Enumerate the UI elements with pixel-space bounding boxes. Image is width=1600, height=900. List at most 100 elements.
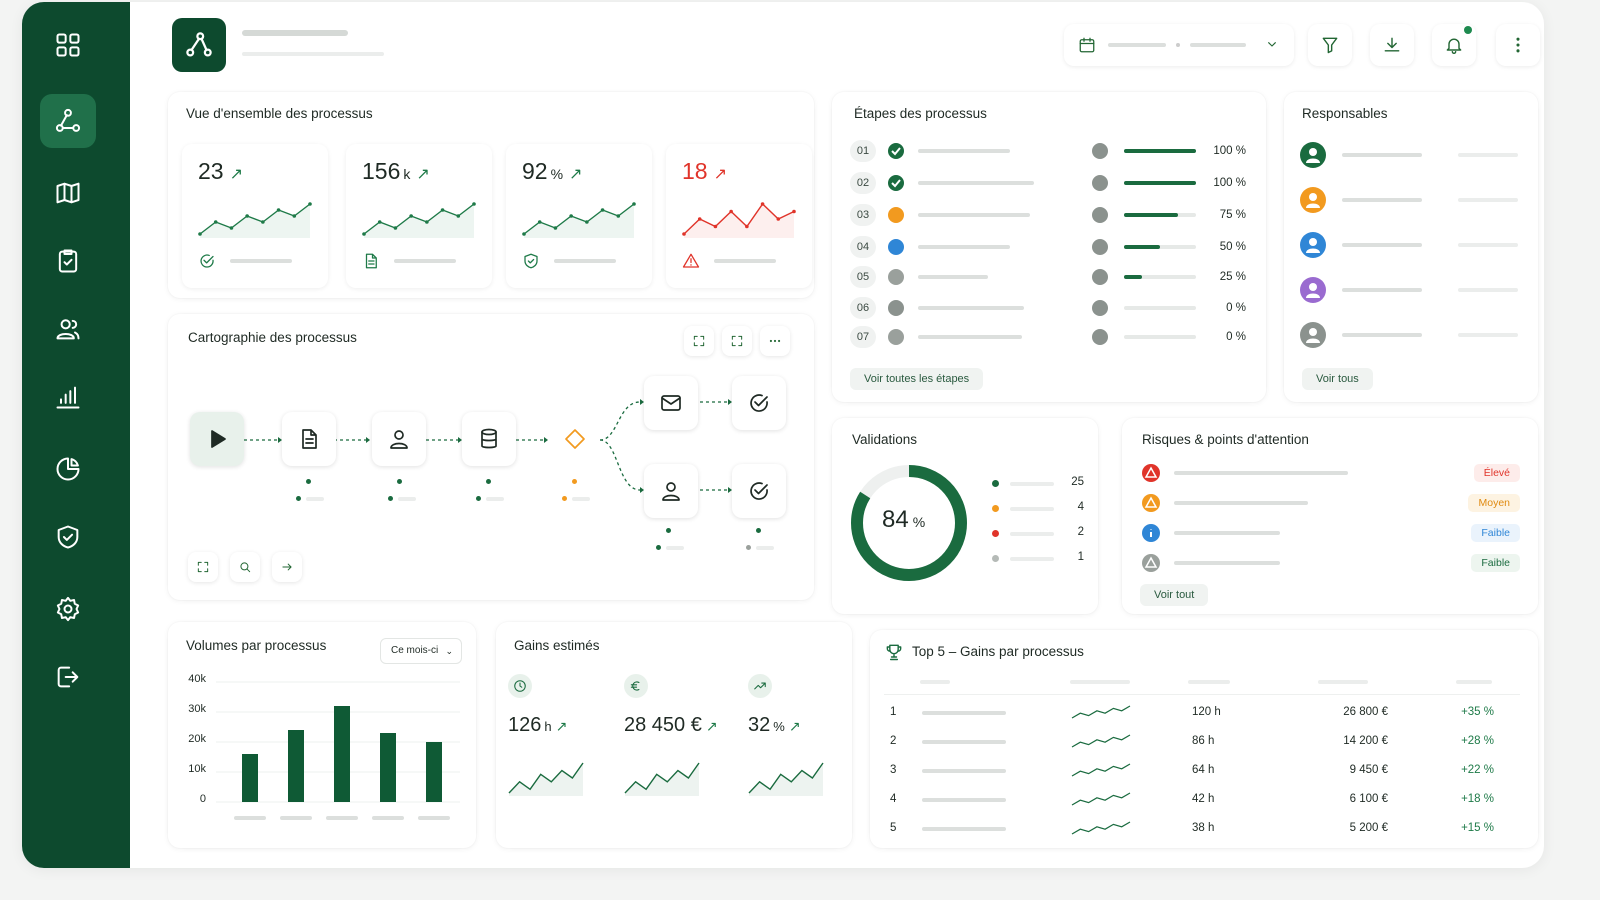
sparkline-point: [600, 208, 605, 212]
map-more-button[interactable]: [760, 326, 790, 356]
process-node-validate-2[interactable]: [732, 464, 786, 518]
row-amount: 5 200 €: [1349, 822, 1388, 834]
owner-name-placeholder: [1342, 198, 1422, 202]
fit-view-button[interactable]: [684, 326, 714, 356]
y-axis-tick-label: 20k: [188, 733, 206, 745]
sidebar-item-settings[interactable]: [40, 582, 96, 636]
sidebar-item-users[interactable]: [40, 302, 96, 356]
kpi-number: 23: [198, 158, 224, 184]
process-node-decision[interactable]: [548, 412, 602, 466]
node-label-placeholder: [306, 497, 324, 501]
process-node-user-2[interactable]: [644, 464, 698, 518]
sidebar-item-map[interactable]: [40, 166, 96, 220]
date-start-placeholder: [1108, 43, 1166, 47]
risk-label-placeholder: [1174, 501, 1308, 505]
step-percent: 0 %: [1226, 331, 1246, 343]
table-row[interactable]: 1 120 h 26 800 € +35 %: [888, 700, 1508, 728]
sidebar-item-logout[interactable]: [40, 650, 96, 704]
warning-icon: [682, 252, 700, 270]
owner-avatar[interactable]: [1300, 142, 1326, 168]
step-owner-avatar: [1092, 239, 1108, 255]
kpi-card[interactable]: 18 ↗: [666, 144, 812, 288]
sidebar-item-compliance[interactable]: [40, 510, 96, 564]
x-axis-label-placeholder: [372, 816, 404, 820]
trend-arrow-icon: ↗: [713, 166, 727, 183]
sparkline-area: [364, 204, 474, 238]
step-status-icon: [888, 300, 904, 316]
node-status-dot: [746, 545, 751, 550]
step-number: 06: [850, 297, 876, 319]
period-select[interactable]: Ce mois-ci ⌄: [380, 638, 462, 664]
owner-avatar[interactable]: [1300, 277, 1326, 303]
step-row[interactable]: 02 100 %: [850, 172, 1250, 196]
date-range-picker[interactable]: [1064, 24, 1294, 66]
step-row[interactable]: 01 100 %: [850, 140, 1250, 164]
see-all-steps-button[interactable]: Voir toutes les étapes: [850, 368, 984, 390]
process-name-placeholder: [922, 769, 1006, 773]
node-label-placeholder: [398, 497, 416, 501]
filter-button[interactable]: [1308, 24, 1352, 66]
map-fit-button[interactable]: [188, 552, 218, 582]
process-node-validate-1[interactable]: [732, 376, 786, 430]
risk-level-badge: Moyen: [1468, 494, 1520, 512]
kpi-card[interactable]: 23 ↗: [182, 144, 328, 288]
process-node-email[interactable]: [644, 376, 698, 430]
gain-unit: h: [544, 719, 552, 734]
sparkline-line: [1071, 821, 1131, 835]
owner-role-placeholder: [1458, 333, 1518, 337]
table-row[interactable]: 5 38 h 5 200 € +15 %: [888, 816, 1508, 844]
step-row[interactable]: 06 0 %: [850, 297, 1250, 321]
step-row[interactable]: 05 25 %: [850, 266, 1250, 290]
euro-icon: [624, 674, 648, 698]
step-percent: 75 %: [1219, 209, 1246, 221]
table-row[interactable]: 3 64 h 9 450 € +22 %: [888, 758, 1508, 786]
step-progress-fill: [1124, 149, 1196, 153]
process-node-database[interactable]: [462, 412, 516, 466]
download-button[interactable]: [1370, 24, 1414, 66]
map-next-button[interactable]: [272, 552, 302, 582]
sidebar-item-dashboard[interactable]: [40, 18, 96, 72]
see-all-risks-button[interactable]: Voir tout: [1140, 584, 1209, 606]
process-node-document[interactable]: [282, 412, 336, 466]
shield-check-icon: [57, 525, 79, 549]
user-icon: [390, 430, 408, 449]
step-row[interactable]: 07 0 %: [850, 326, 1250, 350]
step-number: 07: [850, 326, 876, 348]
row-sparkline: [1071, 734, 1131, 748]
process-node-user[interactable]: [372, 412, 426, 466]
owner-avatar[interactable]: [1300, 187, 1326, 213]
sidebar-item-analytics[interactable]: [40, 442, 96, 496]
more-options-button[interactable]: [1496, 24, 1540, 66]
trend-arrow-icon: ↗: [569, 166, 583, 183]
kpi-value: 18 ↗: [682, 158, 727, 185]
owner-avatar[interactable]: [1300, 322, 1326, 348]
kpi-card[interactable]: 92% ↗: [506, 144, 652, 288]
kpi-number: 156: [362, 158, 401, 184]
sidebar-item-processes[interactable]: [40, 94, 96, 148]
steps-card: Étapes des processus 01 100 % 02 100 % 03 75 …: [832, 92, 1266, 402]
main-content: Vue d'ensemble des processus 23 ↗ 156 k ↗ 92%…: [130, 2, 1544, 868]
sparkline-area: [200, 204, 310, 238]
fullscreen-button[interactable]: [722, 326, 752, 356]
check-circle-icon: [750, 482, 768, 500]
step-percent: 50 %: [1219, 241, 1246, 253]
see-all-owners-button[interactable]: Voir tous: [1302, 368, 1373, 390]
row-sparkline: [1071, 821, 1131, 835]
node-status-dot: [656, 545, 661, 550]
step-status-icon: [888, 239, 904, 255]
kpi-card[interactable]: 156 k ↗: [346, 144, 492, 288]
row-growth: +22 %: [1461, 764, 1494, 776]
table-row[interactable]: 4 42 h 6 100 € +18 %: [888, 787, 1508, 815]
legend-label-placeholder: [1010, 507, 1054, 511]
step-row[interactable]: 03 75 %: [850, 204, 1250, 228]
table-row[interactable]: 2 86 h 14 200 € +28 %: [888, 729, 1508, 757]
process-node-start[interactable]: [190, 412, 244, 466]
sparkline-point: [522, 232, 526, 236]
sidebar-item-tasks[interactable]: [40, 234, 96, 288]
map-zoom-button[interactable]: [230, 552, 260, 582]
step-row[interactable]: 04 50 %: [850, 236, 1250, 260]
owner-role-placeholder: [1458, 288, 1518, 292]
sidebar-item-reports[interactable]: [40, 370, 96, 424]
steps-title: Étapes des processus: [854, 106, 987, 121]
owner-avatar[interactable]: [1300, 232, 1326, 258]
